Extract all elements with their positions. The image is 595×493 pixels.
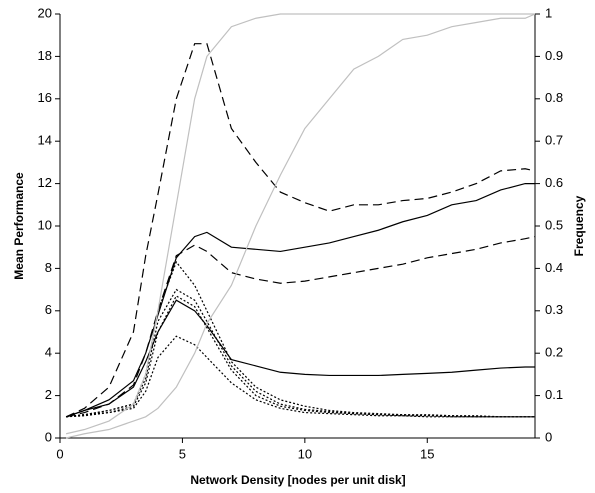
y-tick-label: 12	[38, 175, 52, 190]
y-tick-label: 0	[45, 429, 52, 444]
y-tick-label: 2	[45, 387, 52, 402]
y-tick-label: 6	[45, 302, 52, 317]
y2-tick-label: 0.8	[545, 90, 563, 105]
y2-tick-label: 1	[545, 5, 552, 20]
y2-tick-label: 0.5	[545, 217, 563, 232]
y-tick-label: 14	[38, 133, 52, 148]
performance-line	[65, 299, 535, 418]
y-tick-label: 16	[38, 90, 52, 105]
y-tick-label: 8	[45, 260, 52, 275]
frequency-line	[65, 13, 535, 435]
y2-tick-label: 0.3	[545, 302, 563, 317]
x-tick-label: 0	[56, 446, 63, 461]
y2-tick-label: 0.6	[545, 175, 563, 190]
performance-line	[65, 236, 536, 418]
performance-line	[66, 260, 535, 418]
y2-tick-label: 0.7	[545, 133, 563, 148]
y2-tick-label: 0.1	[545, 387, 563, 402]
y2-tick-label: 0	[545, 429, 552, 444]
y2-tick-label: 0.4	[545, 260, 563, 275]
performance-line	[65, 43, 536, 418]
y2-tick-label: 0.2	[545, 345, 563, 360]
x-tick-label: 15	[420, 446, 434, 461]
frequency-line	[65, 13, 536, 439]
y-tick-label: 10	[38, 217, 52, 232]
y2-axis-title: Frequency	[572, 195, 586, 256]
performance-line	[66, 335, 535, 418]
y-axis-title: Mean Performance	[12, 172, 26, 280]
y-tick-label: 18	[38, 48, 52, 63]
x-tick-label: 5	[179, 446, 186, 461]
y-tick-label: 20	[38, 5, 52, 20]
x-axis-title: Network Density [nodes per unit disk]	[190, 473, 405, 487]
y-tick-label: 4	[45, 345, 52, 360]
y2-tick-label: 0.9	[545, 48, 563, 63]
x-tick-label: 10	[298, 446, 312, 461]
